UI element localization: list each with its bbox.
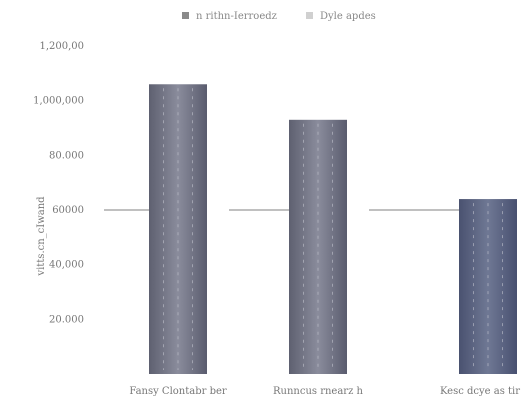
y-axis-title: vitts.cn_cIwand (36, 196, 47, 277)
legend-entry-0: n rithn-Ierroedz (196, 11, 277, 22)
x-tick-label: Runncus rnearz h (273, 386, 364, 397)
y-tick-label: 1,000,000 (33, 96, 84, 107)
bars (149, 84, 517, 375)
y-tick-label: 1,200,00 (39, 41, 84, 52)
y-tick-label: 40,000 (49, 260, 84, 271)
x-tick-label: Fansy Clontabr ber (129, 386, 227, 397)
y-tick-label: 80.000 (49, 150, 84, 161)
legend-swatch-0 (182, 12, 189, 19)
legend-swatch-1 (306, 12, 313, 19)
legend: n rithn-Ierroedz Dyle apdes (182, 11, 376, 22)
y-tick-label: 20.000 (49, 314, 84, 325)
bar-0 (149, 84, 207, 375)
x-tick-label: Kesc dcye as tir (440, 386, 520, 397)
y-axis-ticks: 20.000 40,000 60000 80.000 1,000,000 1,200,00 (33, 41, 84, 325)
legend-entry-1: Dyle apdes (320, 11, 376, 22)
x-axis-ticks: Fansy Clontabr ber Runncus rnearz h Kesc d… (129, 386, 520, 397)
y-tick-label: 60000 (52, 205, 84, 216)
bar-1 (289, 119, 347, 374)
